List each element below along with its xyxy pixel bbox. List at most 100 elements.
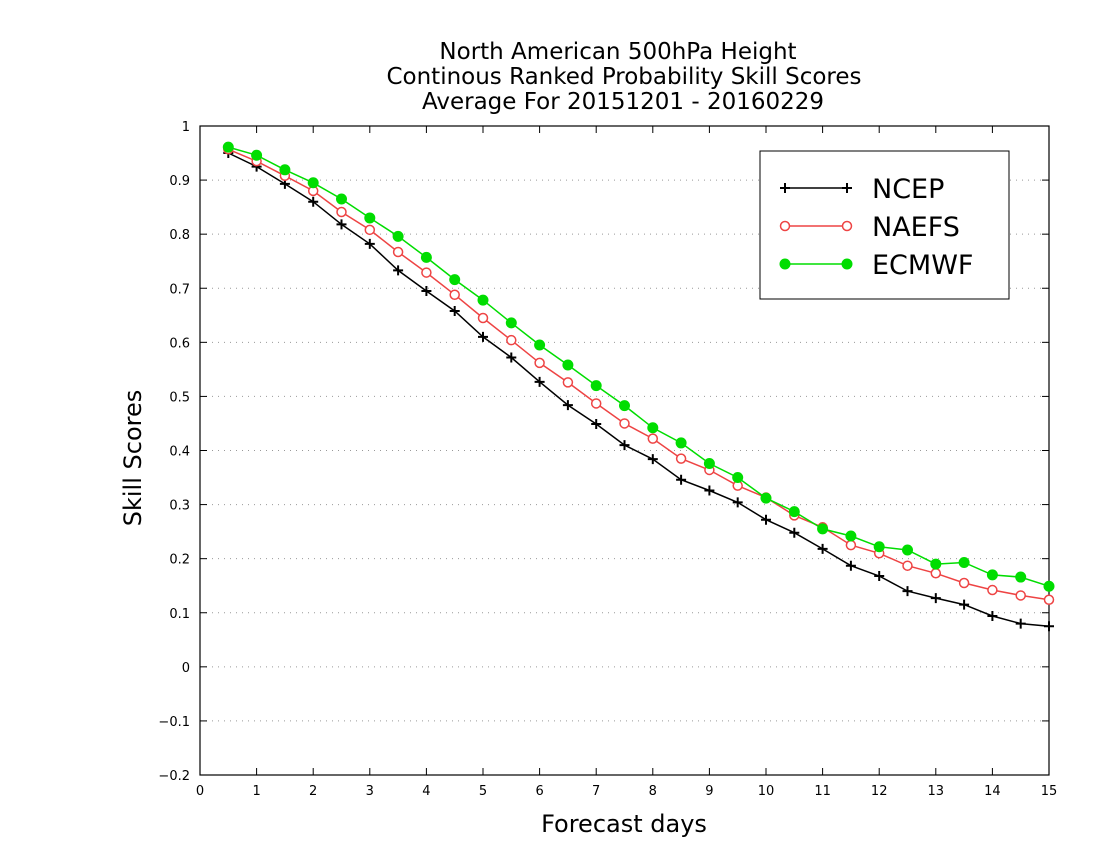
- series-ecmwf: [222, 141, 1055, 592]
- x-tick-label: 10: [758, 784, 775, 799]
- data-point-ncep: [364, 238, 375, 249]
- y-tick-label: 1: [182, 120, 190, 135]
- data-point-ncep: [478, 331, 488, 342]
- data-point-ncep: [987, 610, 998, 621]
- data-point-ecmwf: [534, 339, 546, 351]
- chart-title: North American 500hPa Height Continous R…: [386, 39, 861, 115]
- data-point-ncep: [506, 352, 517, 363]
- data-point-ecmwf: [703, 457, 715, 469]
- data-point-ncep: [393, 265, 404, 276]
- data-point-ecmwf: [279, 164, 291, 176]
- data-point-ecmwf: [307, 177, 319, 189]
- y-tick-label: 0.7: [169, 282, 190, 297]
- axis-ticks: −0.2−0.100.10.20.30.40.50.60.70.80.910 1 2…: [158, 120, 1057, 799]
- data-point-naefs: [590, 398, 602, 409]
- legend: NCEP NAEFS ECMWF: [759, 150, 1010, 300]
- data-point-naefs: [987, 584, 998, 596]
- data-point-ncep: [591, 418, 602, 429]
- legend-marker-naefs: [841, 220, 853, 232]
- title-line-1: North American 500hPa Height: [439, 39, 796, 65]
- data-point-naefs: [902, 560, 913, 571]
- data-point-ecmwf: [902, 544, 913, 556]
- data-point-ncep: [1015, 618, 1026, 629]
- y-tick-label: 0.1: [169, 607, 190, 622]
- data-point-naefs: [1043, 594, 1055, 606]
- data-point-ecmwf: [251, 149, 263, 161]
- data-point-ncep: [704, 485, 715, 496]
- data-point-ncep: [336, 219, 347, 230]
- y-tick-label: 0.8: [169, 228, 190, 243]
- data-point-ncep: [534, 376, 545, 387]
- x-tick-label: 4: [422, 784, 430, 799]
- data-point-ecmwf: [505, 317, 517, 329]
- data-point-ecmwf: [449, 274, 461, 286]
- x-tick-label: 9: [705, 784, 713, 799]
- data-point-ecmwf: [845, 530, 857, 542]
- data-point-ecmwf: [788, 506, 800, 518]
- data-point-ecmwf: [675, 437, 687, 449]
- data-point-ncep: [761, 514, 771, 525]
- data-point-ncep: [902, 586, 913, 597]
- title-line-3: Average For 20151201 - 20160229: [422, 89, 824, 115]
- x-tick-label: 7: [592, 784, 600, 799]
- x-tick-label: 12: [871, 784, 888, 799]
- data-point-ecmwf: [477, 294, 489, 306]
- data-point-naefs: [647, 433, 659, 444]
- x-axis-title: Forecast days: [541, 810, 707, 838]
- data-point-ncep: [647, 454, 658, 465]
- data-point-naefs: [534, 357, 545, 369]
- data-point-ecmwf: [420, 251, 432, 263]
- data-point-naefs: [364, 224, 376, 236]
- x-tick-label: 13: [928, 784, 945, 799]
- data-point-ecmwf: [817, 523, 829, 535]
- data-point-naefs: [958, 577, 970, 589]
- data-point-naefs: [449, 289, 460, 300]
- x-tick-label: 6: [535, 784, 543, 799]
- legend-label-ncep: NCEP: [872, 174, 944, 205]
- y-tick-label: 0.6: [169, 336, 190, 351]
- title-line-2: Continous Ranked Probability Skill Score…: [386, 64, 861, 90]
- data-point-naefs: [477, 312, 489, 324]
- y-tick-label: 0.2: [169, 553, 190, 568]
- y-tick-label: 0.3: [169, 499, 190, 514]
- data-point-ncep: [845, 560, 856, 571]
- data-point-naefs: [506, 334, 517, 346]
- data-point-ncep: [1044, 621, 1054, 632]
- data-point-ecmwf: [619, 400, 630, 412]
- series-ncep: [223, 148, 1054, 632]
- data-point-naefs: [930, 568, 942, 579]
- data-point-ecmwf: [930, 558, 942, 570]
- data-point-ecmwf: [222, 141, 234, 153]
- data-point-ecmwf: [364, 212, 376, 224]
- series-naefs: [223, 144, 1055, 606]
- data-point-ecmwf: [1043, 580, 1055, 592]
- data-point-naefs: [619, 418, 630, 429]
- data-point-ecmwf: [590, 380, 602, 392]
- data-point-ecmwf: [760, 492, 772, 504]
- data-point-ecmwf: [336, 193, 347, 205]
- x-tick-label: 5: [479, 784, 487, 799]
- x-tick-label: 3: [366, 784, 374, 799]
- data-point-ncep: [421, 285, 432, 296]
- y-tick-label: 0.9: [169, 174, 190, 189]
- data-point-ncep: [789, 527, 800, 538]
- data-point-naefs: [1015, 590, 1026, 601]
- data-point-naefs: [421, 267, 432, 278]
- data-point-ecmwf: [732, 472, 744, 484]
- data-point-ecmwf: [392, 230, 404, 242]
- data-point-ncep: [308, 196, 319, 207]
- x-tick-label: 15: [1041, 784, 1058, 799]
- data-point-ncep: [959, 599, 970, 610]
- legend-marker-ecmwf: [779, 258, 791, 270]
- y-tick-label: 0: [182, 661, 190, 676]
- x-tick-label: 0: [196, 784, 204, 799]
- legend-box: [759, 150, 1010, 300]
- data-point-ecmwf: [958, 556, 970, 568]
- data-point-naefs: [336, 206, 347, 218]
- data-point-ncep: [732, 497, 743, 508]
- legend-label-ecmwf: ECMWF: [872, 250, 973, 281]
- series-layer: [222, 141, 1055, 632]
- x-tick-label: 2: [309, 784, 317, 799]
- legend-marker-ncep: [780, 183, 790, 193]
